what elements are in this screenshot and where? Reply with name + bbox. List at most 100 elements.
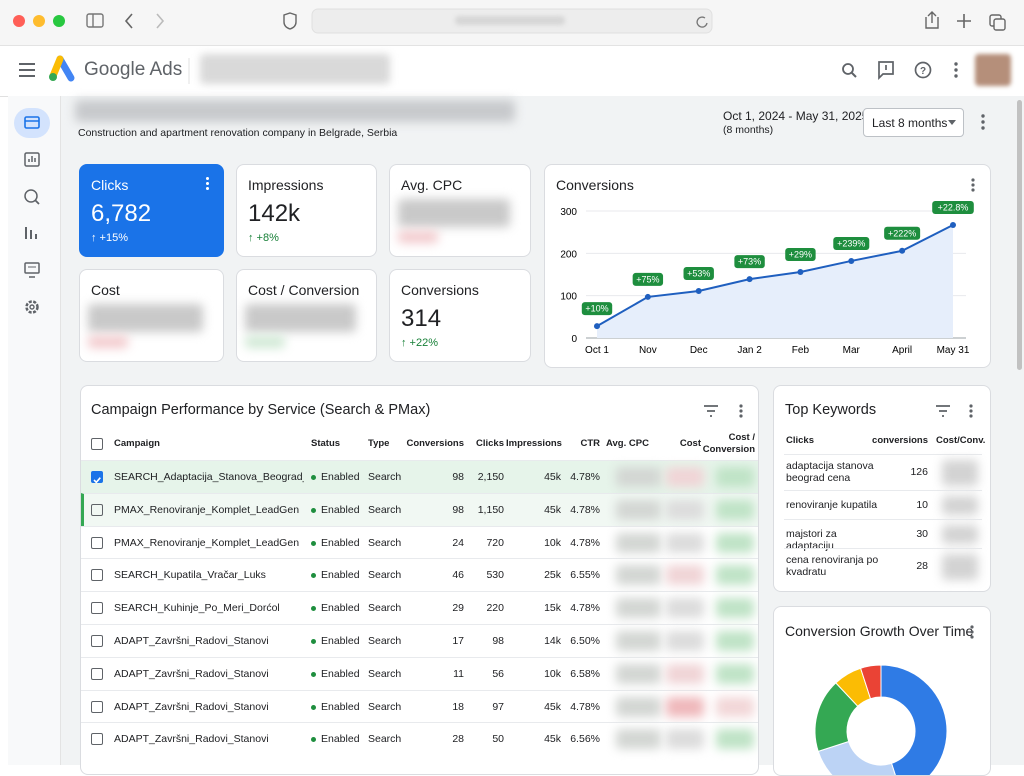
row-checkbox[interactable] bbox=[91, 569, 103, 582]
row-checkbox[interactable] bbox=[91, 536, 103, 549]
keyword-row[interactable]: adaptacija stanova beograd cena 126 bbox=[784, 454, 982, 490]
row-checkbox[interactable] bbox=[91, 733, 103, 746]
cell-ctr: 4.78% bbox=[570, 602, 600, 615]
cost-conv-blurred bbox=[942, 525, 978, 544]
row-checkbox[interactable] bbox=[91, 635, 103, 647]
column-header[interactable]: Cost bbox=[679, 438, 701, 449]
table-row[interactable]: ADAPT_Završni_Radovi_Stanovi Enabled Searc… bbox=[81, 689, 758, 723]
table-row[interactable]: PMAX_Renoviranje_Komplet_LeadGen Enabled S… bbox=[81, 492, 758, 526]
keyword-row[interactable]: renoviranje kupatila 10 bbox=[784, 490, 982, 519]
cell-impressions: 15k bbox=[544, 602, 561, 615]
cell-clicks: 530 bbox=[486, 569, 504, 582]
status-dot bbox=[311, 737, 316, 743]
scrollbar-thumb[interactable] bbox=[1017, 100, 1022, 370]
cell-impressions: 10k bbox=[544, 667, 561, 680]
table-row[interactable]: PMAX_Renoviranje_Komplet_LeadGen Enabled S… bbox=[81, 525, 758, 559]
keyword-row[interactable]: majstori za adaptaciju 30 bbox=[784, 519, 982, 552]
conversions-card: Conversions 0 100 200 300 Oct 1 +10% Nov +75% De… bbox=[544, 164, 991, 368]
column-header[interactable]: Campaign bbox=[114, 438, 160, 449]
row-checkbox[interactable] bbox=[91, 602, 103, 615]
keyword-row[interactable]: cena renoviranja po kvadratu 28 bbox=[784, 548, 982, 584]
kpi-card[interactable]: Cost bbox=[79, 269, 224, 362]
sidebar-icons[interactable] bbox=[8, 96, 60, 336]
row-checkbox[interactable] bbox=[91, 471, 103, 484]
point bbox=[644, 293, 651, 300]
table-row[interactable]: SEARCH_Adaptacija_Stanova_Beograd_C... En… bbox=[81, 460, 758, 493]
cpc-blurred bbox=[616, 467, 661, 487]
kpi-label: Avg. CPC bbox=[401, 177, 463, 193]
column-header[interactable]: Type bbox=[368, 438, 390, 449]
date-duration: (8 months) bbox=[723, 124, 774, 136]
cell-clicks: 1,150 bbox=[477, 503, 504, 516]
cell-status: Enabled bbox=[321, 503, 360, 516]
browser-toolbar bbox=[0, 0, 1024, 46]
cpa-blurred bbox=[716, 696, 754, 717]
column-header[interactable]: Clicks bbox=[476, 438, 504, 449]
card-menu[interactable] bbox=[967, 624, 977, 642]
y-tick-label: 100 bbox=[560, 292, 577, 303]
column-header[interactable]: conversions bbox=[872, 435, 928, 446]
column-header[interactable]: Status bbox=[311, 438, 341, 449]
kpi-value-blurred bbox=[245, 304, 356, 332]
more-menu[interactable] bbox=[978, 112, 988, 134]
growth-card: Conversion Growth Over Time bbox=[773, 606, 991, 776]
column-header[interactable]: Cost/Conv. bbox=[936, 435, 986, 446]
keyword: majstori za adaptaciju bbox=[786, 528, 837, 552]
row-checkbox[interactable] bbox=[91, 503, 103, 516]
cell-type: Search bbox=[368, 503, 402, 516]
kpi-menu[interactable] bbox=[206, 176, 209, 190]
annotation: +10% bbox=[585, 304, 608, 314]
column-header[interactable]: Cost / Conversion bbox=[702, 432, 755, 455]
kpi-card[interactable]: Avg. CPC bbox=[389, 164, 531, 257]
cell-conversions: 11 bbox=[453, 667, 464, 680]
date-button-label[interactable]: Last 8 months bbox=[872, 116, 948, 130]
cost-blurred bbox=[666, 696, 704, 717]
column-header[interactable]: Impressions bbox=[506, 438, 562, 449]
header-checkbox[interactable] bbox=[91, 438, 103, 450]
card-menu[interactable] bbox=[968, 177, 978, 195]
cell-status: Enabled bbox=[321, 700, 360, 713]
cell-impressions: 45k bbox=[544, 471, 561, 483]
annotation-pill bbox=[785, 247, 816, 261]
annotation-pill bbox=[932, 200, 974, 214]
cell-campaign: ADAPT_Završni_Radovi_Stanovi bbox=[114, 700, 269, 713]
table-row[interactable]: SEARCH_Kupatila_Vračar_Luks Enabled Search… bbox=[81, 558, 758, 592]
chart-title: Conversions bbox=[556, 177, 634, 193]
line-chart: 0 100 200 300 Oct 1 +10% Nov +75% Dec +53% Jan 2 +7… bbox=[560, 200, 974, 356]
sidebar bbox=[8, 96, 61, 765]
cpc-blurred bbox=[616, 696, 661, 717]
cell-campaign: ADAPT_Završni_Radovi_Stanovi bbox=[114, 667, 269, 680]
cell-conversions: 28 bbox=[452, 733, 464, 746]
cost-conv-blurred bbox=[942, 496, 978, 515]
cpa-blurred bbox=[716, 729, 754, 750]
keyword-conversions: 126 bbox=[910, 466, 928, 478]
cost-conv-blurred bbox=[942, 554, 978, 580]
status-dot bbox=[311, 507, 316, 513]
column-header[interactable]: Avg. CPC bbox=[606, 438, 649, 449]
kpi-card[interactable]: Conversions 314 ↑ +22% bbox=[389, 269, 531, 362]
kpi-card[interactable]: Cost / Conversion bbox=[236, 269, 377, 362]
row-checkbox[interactable] bbox=[91, 667, 103, 680]
kpi-change: ↑ +15% bbox=[91, 232, 128, 244]
annotation: +222% bbox=[888, 228, 916, 238]
status-dot bbox=[311, 606, 316, 612]
kpi-card[interactable]: Impressions 142k ↑ +8% bbox=[236, 164, 377, 257]
keywords-tools[interactable] bbox=[935, 403, 985, 421]
table-row[interactable]: ADAPT_Završni_Radovi_Stanovi Enabled Searc… bbox=[81, 722, 758, 756]
row-checkbox[interactable] bbox=[91, 700, 103, 713]
status-dot bbox=[311, 671, 316, 677]
column-header[interactable]: Conversions bbox=[406, 438, 464, 449]
table-row[interactable]: ADAPT_Završni_Radovi_Stanovi Enabled Searc… bbox=[81, 624, 758, 657]
kpi-change-blurred bbox=[88, 336, 128, 348]
table-row[interactable]: SEARCH_Kuhinje_Po_Meri_Dorćol Enabled Sear… bbox=[81, 591, 758, 624]
kpi-card[interactable]: Clicks 6,782 ↑ +15% bbox=[79, 164, 224, 257]
column-header[interactable]: Clicks bbox=[786, 435, 814, 446]
table-row[interactable]: ADAPT_Završni_Radovi_Stanovi Enabled Searc… bbox=[81, 656, 758, 690]
table-tools[interactable] bbox=[703, 403, 753, 421]
x-tick-label: May 31 bbox=[937, 345, 970, 356]
cell-conversions: 17 bbox=[452, 635, 464, 647]
date-button[interactable]: Last 8 months bbox=[863, 108, 964, 137]
column-header[interactable]: CTR bbox=[580, 438, 600, 449]
cell-impressions: 45k bbox=[544, 733, 561, 746]
